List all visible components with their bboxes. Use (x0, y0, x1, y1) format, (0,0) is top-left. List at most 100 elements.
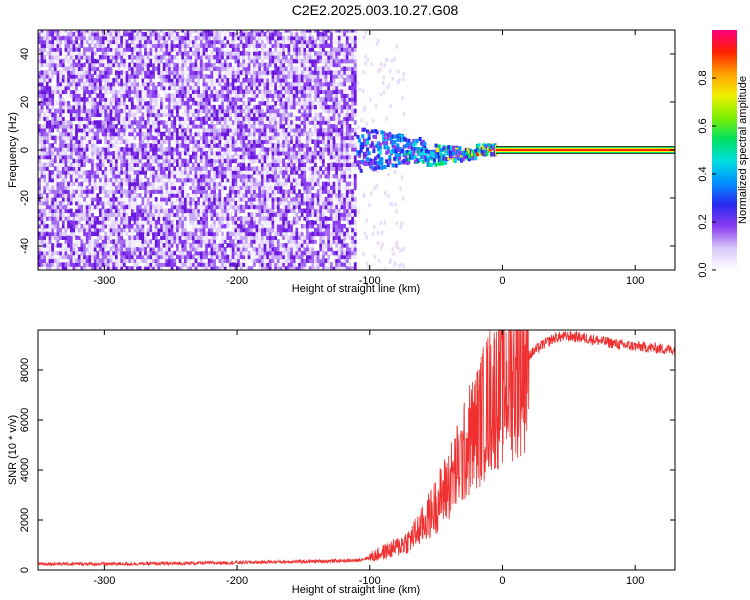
spectrogram-cell (189, 78, 193, 83)
spectrogram-cell (162, 181, 166, 187)
spectrogram-cell (189, 47, 193, 52)
spectrogram-cell (149, 174, 153, 179)
spectrogram-cell (237, 70, 240, 75)
spectrogram-cell (59, 54, 63, 60)
spectrogram-cell (250, 193, 254, 198)
spectrogram-cell (197, 127, 201, 133)
spectrogram-cell (231, 89, 235, 95)
spectrogram-cell (189, 51, 193, 56)
spectrogram-cell (85, 200, 89, 206)
spectrogram-cell (165, 254, 169, 260)
spectrogram-cell (160, 124, 163, 129)
spectrogram-cell (136, 85, 140, 91)
spectrogram-cell (48, 262, 52, 267)
spectrogram-cell (165, 231, 169, 237)
spectrogram-cell (104, 262, 108, 267)
spectrogram-cell (170, 204, 174, 210)
spectrogram-cell (250, 108, 254, 114)
spectrogram-cell (96, 43, 100, 48)
spectrogram-cell (271, 250, 275, 256)
spectrogram-cell (43, 166, 47, 171)
spectrogram-cell (141, 223, 145, 229)
spectrogram-cell (181, 246, 185, 252)
spectrogram-cell (107, 85, 110, 91)
spectrogram-cell (141, 266, 145, 270)
spectrogram-cell (194, 258, 198, 263)
spectrogram-cell (231, 81, 235, 87)
spectrogram-cell (223, 54, 227, 60)
spectrogram-cell (149, 181, 153, 187)
spectrogram-cell (160, 112, 163, 118)
spectrogram-cell (93, 108, 97, 114)
spectrogram-cell (247, 89, 251, 95)
spectrogram-cell (53, 197, 57, 202)
spectrogram-cell (247, 112, 251, 118)
spectrogram-cell (266, 135, 270, 141)
spectrogram-cell (170, 200, 174, 206)
spectrogram-cell (61, 78, 65, 83)
spectrogram-cell (88, 120, 92, 125)
spectrogram-cell (247, 81, 251, 87)
spectrogram-cell (194, 212, 198, 217)
spectrogram-cell (255, 166, 259, 171)
spectrogram-cell (268, 139, 272, 144)
spectrogram-cell (157, 158, 161, 164)
spectrogram-cell (40, 89, 44, 95)
spectrogram-cell (197, 235, 201, 240)
spectrogram-cell (69, 162, 73, 167)
spectrogram-cell (237, 58, 240, 64)
spectrogram-cell (149, 74, 153, 79)
spectrogram-cell (205, 66, 209, 71)
spectrogram-cell (218, 147, 222, 152)
spectrogram-cell (263, 262, 267, 267)
spectrogram-cell (77, 112, 81, 118)
spectrogram-cell (45, 124, 49, 129)
spectrogram-cell (276, 97, 280, 102)
spectrogram-cell (229, 116, 232, 121)
spectrogram-cell (51, 220, 55, 225)
spectrogram-cell (117, 47, 121, 52)
spectrogram-cell (53, 223, 57, 229)
spectrogram-cell (231, 200, 235, 206)
spectrogram-cell (279, 162, 283, 167)
spectrogram-cell (221, 185, 224, 191)
spectrogram-cell (202, 150, 206, 156)
spectrogram-cell (197, 250, 201, 256)
spectrogram-cell (83, 147, 86, 152)
spectrogram-cell (112, 81, 116, 87)
spectrogram-cell (213, 135, 216, 141)
spectrogram-cell (72, 220, 76, 225)
spectrogram-cell (45, 246, 49, 252)
spectrogram-cell (255, 212, 259, 217)
spectrogram-cell (104, 139, 108, 144)
spectrogram-cell (274, 66, 278, 71)
spectrogram-cell (271, 166, 275, 171)
spectrogram-cell (136, 70, 140, 75)
spectrogram-cell (56, 124, 60, 129)
spectrogram-cell (56, 135, 60, 141)
spectrogram-cell (149, 47, 153, 52)
spectrogram-cell (120, 135, 124, 141)
spectrogram-cell (202, 143, 206, 148)
spectrogram-cell (234, 112, 238, 118)
spectrogram-cell (136, 143, 140, 148)
spectrogram-cell (194, 58, 198, 64)
spectrogram-cell (107, 89, 110, 95)
spectrogram-cell (197, 143, 201, 148)
spectrogram-cell (48, 112, 52, 118)
spectrogram-cell (207, 85, 211, 91)
spectrogram-cell (229, 231, 232, 237)
spectrogram-cell (56, 78, 60, 83)
spectrogram-cell (210, 220, 214, 225)
spectrogram-cell (69, 89, 73, 95)
spectrogram-cell (120, 131, 124, 137)
spectrogram-cell (114, 104, 118, 110)
spectrogram-cell (282, 181, 285, 187)
spectrogram-cell (279, 58, 283, 64)
spectrogram-cell (178, 243, 182, 248)
spectrogram-cell (215, 216, 219, 221)
spectrogram-cell (136, 208, 140, 214)
spectrogram-cell (234, 208, 238, 214)
spectrogram-cell (45, 200, 49, 206)
spectrogram-cell (38, 112, 41, 118)
